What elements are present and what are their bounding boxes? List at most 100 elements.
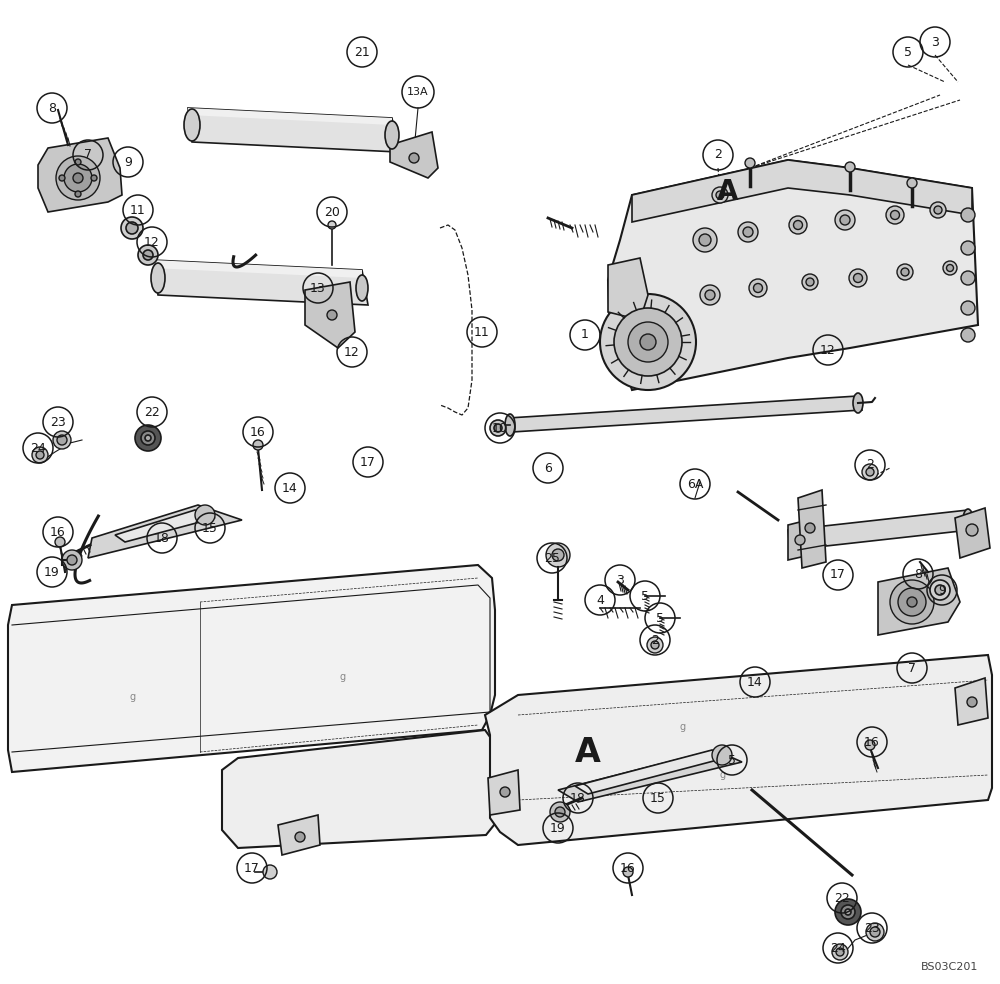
Circle shape (961, 271, 975, 285)
Circle shape (500, 787, 510, 797)
Circle shape (263, 865, 277, 879)
Text: 3: 3 (931, 35, 939, 48)
Ellipse shape (151, 263, 165, 293)
Circle shape (854, 274, 862, 282)
Circle shape (866, 468, 874, 476)
Polygon shape (152, 260, 368, 305)
Text: 17: 17 (360, 456, 376, 468)
Circle shape (961, 301, 975, 315)
Ellipse shape (505, 414, 515, 436)
Text: 14: 14 (747, 675, 763, 689)
Circle shape (693, 228, 717, 252)
Text: 23: 23 (864, 921, 880, 935)
Polygon shape (305, 282, 355, 348)
Circle shape (75, 191, 81, 197)
Circle shape (32, 447, 48, 463)
Text: 5: 5 (641, 589, 649, 602)
Circle shape (53, 431, 71, 449)
Circle shape (967, 697, 977, 707)
Circle shape (57, 435, 67, 445)
Polygon shape (278, 815, 320, 855)
Circle shape (546, 543, 570, 567)
Text: 22: 22 (834, 892, 850, 904)
Circle shape (651, 641, 659, 649)
Polygon shape (788, 510, 970, 550)
Ellipse shape (845, 909, 851, 915)
Polygon shape (152, 260, 362, 278)
Polygon shape (222, 730, 498, 848)
Ellipse shape (935, 585, 945, 595)
Circle shape (712, 187, 728, 203)
Circle shape (195, 505, 215, 525)
Ellipse shape (135, 425, 161, 451)
Circle shape (550, 802, 570, 822)
Circle shape (835, 210, 855, 230)
Circle shape (743, 227, 753, 237)
Text: 4: 4 (596, 593, 604, 606)
Text: 2: 2 (651, 634, 659, 646)
Circle shape (961, 241, 975, 255)
Circle shape (862, 464, 878, 480)
Text: A: A (717, 178, 739, 206)
Circle shape (738, 222, 758, 242)
Circle shape (946, 265, 954, 272)
Circle shape (623, 867, 633, 877)
Text: 12: 12 (344, 345, 360, 358)
Text: 19: 19 (550, 822, 566, 834)
Circle shape (647, 637, 663, 653)
Circle shape (628, 322, 668, 362)
Text: 2: 2 (866, 459, 874, 471)
Ellipse shape (930, 580, 950, 600)
Circle shape (712, 745, 732, 765)
Text: 5: 5 (728, 754, 736, 767)
Circle shape (699, 234, 711, 246)
Text: 19: 19 (44, 566, 60, 579)
Circle shape (614, 308, 682, 376)
Ellipse shape (126, 222, 138, 234)
Circle shape (67, 555, 77, 565)
Polygon shape (608, 258, 648, 320)
Text: 7: 7 (84, 149, 92, 161)
Polygon shape (115, 510, 215, 542)
Circle shape (849, 269, 867, 287)
Circle shape (73, 173, 83, 183)
Ellipse shape (494, 424, 502, 432)
Text: 11: 11 (130, 204, 146, 216)
Polygon shape (955, 678, 988, 725)
Text: 12: 12 (820, 343, 836, 356)
Text: 9: 9 (124, 155, 132, 168)
Circle shape (806, 278, 814, 286)
Circle shape (91, 175, 97, 181)
Circle shape (840, 215, 850, 225)
Text: 5: 5 (656, 611, 664, 625)
Text: 21: 21 (354, 45, 370, 58)
Circle shape (845, 162, 855, 172)
Polygon shape (878, 568, 960, 635)
Circle shape (795, 535, 805, 545)
Circle shape (866, 923, 884, 941)
Polygon shape (38, 138, 122, 212)
Circle shape (700, 285, 720, 305)
Text: 18: 18 (154, 531, 170, 544)
Circle shape (716, 191, 724, 199)
Circle shape (886, 206, 904, 224)
Circle shape (555, 807, 565, 817)
Polygon shape (88, 505, 242, 558)
Polygon shape (788, 520, 810, 560)
Text: 22: 22 (144, 405, 160, 418)
Ellipse shape (841, 905, 855, 919)
Text: 8: 8 (914, 568, 922, 581)
Text: 17: 17 (830, 569, 846, 582)
Text: 6: 6 (544, 461, 552, 474)
Ellipse shape (853, 393, 863, 413)
Circle shape (295, 832, 305, 842)
Text: 12: 12 (144, 235, 160, 249)
Text: 25: 25 (544, 551, 560, 565)
Circle shape (961, 328, 975, 342)
Text: 13: 13 (310, 281, 326, 294)
Text: 6A: 6A (687, 477, 703, 490)
Polygon shape (188, 108, 398, 152)
Text: 5: 5 (904, 45, 912, 58)
Circle shape (327, 310, 337, 320)
Circle shape (56, 156, 100, 200)
